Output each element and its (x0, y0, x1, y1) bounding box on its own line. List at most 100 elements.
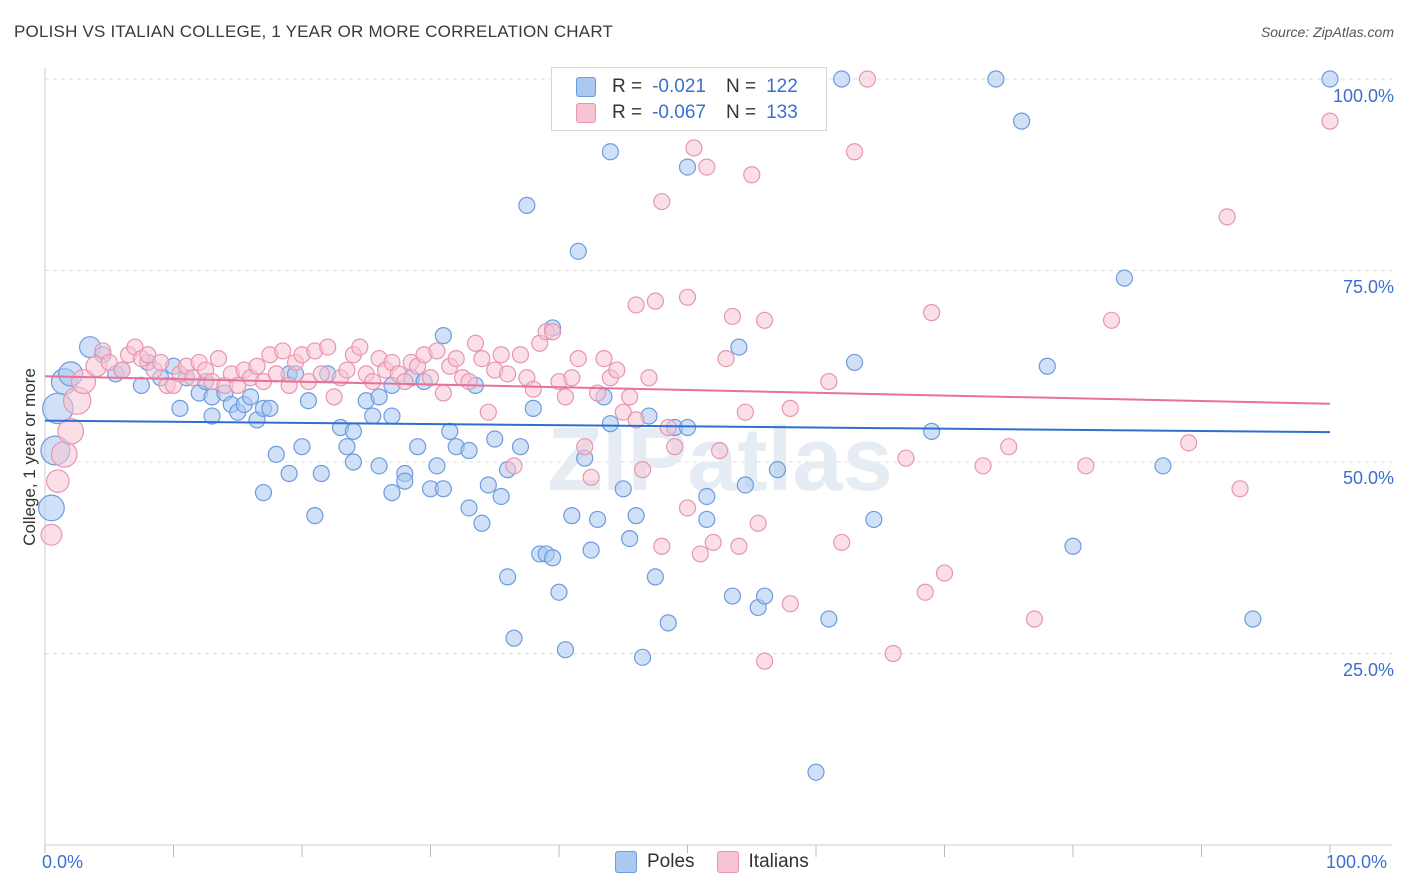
italians-point (184, 369, 202, 387)
poles-point (171, 399, 189, 417)
poles-point (1154, 457, 1172, 475)
legend-label-italians: Italians (748, 851, 809, 872)
poles-point (293, 438, 311, 456)
italians-point (717, 349, 735, 368)
poles-point (203, 407, 221, 425)
italians-point (569, 349, 587, 368)
poles-point (987, 70, 1005, 88)
italians-point (325, 388, 343, 406)
italians-point (678, 499, 697, 517)
poles-point (723, 587, 742, 605)
italians-point (935, 564, 954, 582)
italians-point (755, 311, 774, 329)
italians-point (100, 353, 118, 372)
italians-point (338, 361, 356, 379)
italians-point (209, 349, 228, 368)
italians-point (460, 372, 478, 391)
y-tick-75: 75.0% (1342, 277, 1394, 297)
poles-point (865, 510, 883, 529)
poles-point (473, 514, 491, 532)
poles-point (267, 445, 285, 463)
poles-point (524, 399, 542, 417)
italians-point (447, 349, 465, 368)
italians-point (576, 438, 594, 456)
italians-point (845, 143, 864, 161)
poles-point (1064, 537, 1082, 555)
italians-point (653, 192, 671, 211)
italians-point (524, 380, 542, 398)
poles-point (1038, 357, 1056, 375)
italians-point (351, 338, 369, 356)
chart-title: POLISH VS ITALIAN COLLEGE, 1 YEAR OR MOR… (14, 22, 614, 41)
legend-item-italians[interactable]: Italians (716, 851, 809, 873)
poles-swatch (615, 851, 637, 873)
poles-point (383, 407, 401, 425)
poles-point (486, 430, 504, 448)
italians-point (646, 292, 664, 310)
poles-point (736, 476, 754, 494)
italians-point (820, 372, 838, 391)
italians-point (511, 346, 530, 364)
italians-point (781, 595, 799, 613)
italians-point (659, 418, 677, 437)
italians-point (396, 372, 414, 391)
poles-point (441, 422, 459, 440)
poles-point (755, 587, 774, 605)
italians-point (698, 158, 716, 176)
italians-point (781, 399, 799, 417)
italians-point (621, 388, 639, 406)
y-tick-100: 100.0% (1332, 86, 1394, 106)
italians-point (556, 388, 575, 406)
poles-point (845, 353, 864, 372)
italians-swatch (716, 851, 739, 873)
poles-point (569, 242, 587, 260)
italians-point (50, 440, 78, 468)
poles-point (621, 529, 639, 548)
n-label: N = (725, 76, 757, 97)
poles-point (1115, 269, 1134, 287)
italians-point (666, 438, 684, 456)
poles-point (588, 510, 607, 529)
poles-point (518, 196, 536, 214)
poles-point (633, 648, 652, 666)
poles-point (344, 453, 362, 471)
italians-point (691, 545, 709, 563)
poles-point (299, 392, 318, 410)
poles-point (511, 438, 530, 456)
italians-point (479, 403, 497, 421)
legend-item-poles[interactable]: Poles (615, 851, 695, 873)
poles-point (460, 441, 478, 460)
italians-point (1218, 208, 1236, 226)
italians-point (711, 441, 729, 460)
italians-point (139, 346, 157, 364)
poles-point (370, 388, 388, 406)
italians-point (653, 537, 671, 555)
italians-point (434, 384, 452, 402)
poles-point (582, 541, 600, 559)
legend-row-poles: R = -0.021 N = 122 (576, 75, 798, 99)
poles-point (38, 494, 65, 522)
italians-point (46, 469, 70, 493)
series-legend: Poles Italians (615, 851, 831, 873)
poles-point (1244, 610, 1262, 628)
n-value: 133 (766, 102, 798, 123)
poles-point (698, 487, 716, 506)
italians-point (916, 583, 934, 601)
x-tick-left: 0.0% (42, 852, 84, 872)
italians-point (274, 342, 292, 360)
poles-point (923, 422, 941, 440)
poles-point (261, 399, 279, 417)
poles-point (499, 568, 517, 586)
poles-point (833, 70, 851, 88)
italians-point (319, 338, 337, 356)
poles-point (678, 158, 697, 176)
italians-point (685, 139, 703, 157)
italians-point (974, 457, 992, 475)
italians-point (312, 365, 330, 383)
legend-label-poles: Poles (647, 851, 695, 872)
poles-point (383, 484, 401, 502)
poles-point (543, 549, 562, 567)
poles-point (312, 464, 330, 483)
poles-point (280, 464, 298, 483)
italians-point (1180, 434, 1198, 452)
